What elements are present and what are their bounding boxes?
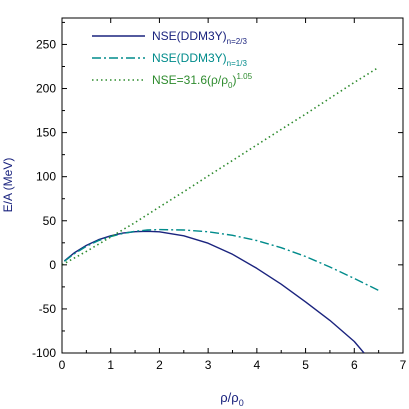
y-tick-label: -50 [39, 302, 57, 316]
x-axis-title: ρ/ρ0 [220, 390, 243, 408]
x-tick-label: 3 [205, 358, 212, 372]
x-tick-label: 5 [302, 358, 309, 372]
x-tick-label: 6 [351, 358, 358, 372]
series-line-2 [63, 228, 379, 292]
y-tick-label: -100 [32, 346, 56, 360]
legend-label-1: NSE(DDM3Y)n=2/3 [152, 29, 247, 46]
x-tick-label: 2 [156, 358, 163, 372]
y-axis-title: E/A (MeV) [1, 158, 15, 213]
series-line-3 [62, 66, 380, 266]
y-axis-ticks: -100 -50 0 50 100 150 200 250 [32, 21, 403, 360]
x-tick-label: 4 [254, 358, 261, 372]
y-tick-label: 100 [36, 170, 56, 184]
y-tick-label: 50 [43, 214, 57, 228]
x-axis-title-main: ρ/ρ [220, 390, 238, 405]
legend-label-2: NSE(DDM3Y)n=1/3 [152, 51, 247, 68]
x-axis-title-sub: 0 [239, 398, 244, 408]
y-tick-label: 250 [36, 37, 56, 51]
series-layer [62, 66, 380, 353]
legend-label-3: NSE=31.6(ρ/ρ0)1.05 [152, 72, 253, 90]
y-tick-label: 200 [36, 82, 56, 96]
x-tick-label: 1 [107, 358, 114, 372]
x-tick-label: 7 [400, 358, 407, 372]
plot-frame [61, 17, 404, 354]
x-tick-label: 0 [59, 358, 66, 372]
series-line-1 [63, 230, 365, 353]
x-axis-ticks: 0 1 2 3 4 5 6 7 [59, 18, 407, 372]
y-tick-label: 150 [36, 126, 56, 140]
legend: NSE(DDM3Y)n=2/3 NSE(DDM3Y)n=1/3 NSE=31.6(ρ… [92, 29, 253, 90]
y-tick-label: 0 [49, 258, 56, 272]
